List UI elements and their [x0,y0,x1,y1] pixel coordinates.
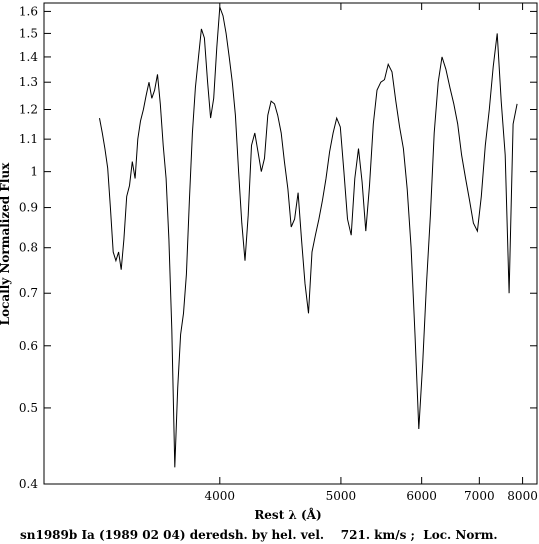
y-tick-label: 0.7 [19,286,38,300]
y-tick-label: 1.6 [19,4,38,18]
y-tick-label: 1.5 [19,26,38,40]
x-axis-ticks: 4000 5000 6000 7000 8000 [205,3,538,503]
y-tick-label: 0.8 [19,241,38,255]
chart-caption: sn1989b Ia (1989 02 04) deredsh. by hel.… [20,528,498,542]
y-tick-label: 1.4 [19,50,38,64]
plot-frame [43,2,538,485]
x-axis-label: Rest λ (Å) [254,507,321,522]
x-tick-label: 7000 [464,489,495,503]
y-axis-ticks: 0.4 0.5 0.6 0.7 0.8 0.9 1 1.1 1.2 1.3 1.4 1.5 1.6 [19,4,537,491]
x-tick-label: 4000 [205,489,236,503]
y-axis-label: Locally Normalized Flux [0,162,12,325]
y-tick-label: 1.3 [19,75,38,89]
y-tick-label: 1.1 [19,132,38,146]
x-tick-label: 8000 [507,489,538,503]
y-tick-label: 1 [30,165,38,179]
y-tick-label: 1.2 [19,102,38,116]
x-tick-label: 5000 [326,489,357,503]
y-tick-label: 0.9 [19,201,38,215]
spectrum-line [99,7,518,468]
y-tick-label: 0.5 [19,401,38,415]
y-tick-label: 0.6 [19,339,38,353]
y-tick-label: 0.4 [19,477,38,491]
x-tick-label: 6000 [406,489,437,503]
